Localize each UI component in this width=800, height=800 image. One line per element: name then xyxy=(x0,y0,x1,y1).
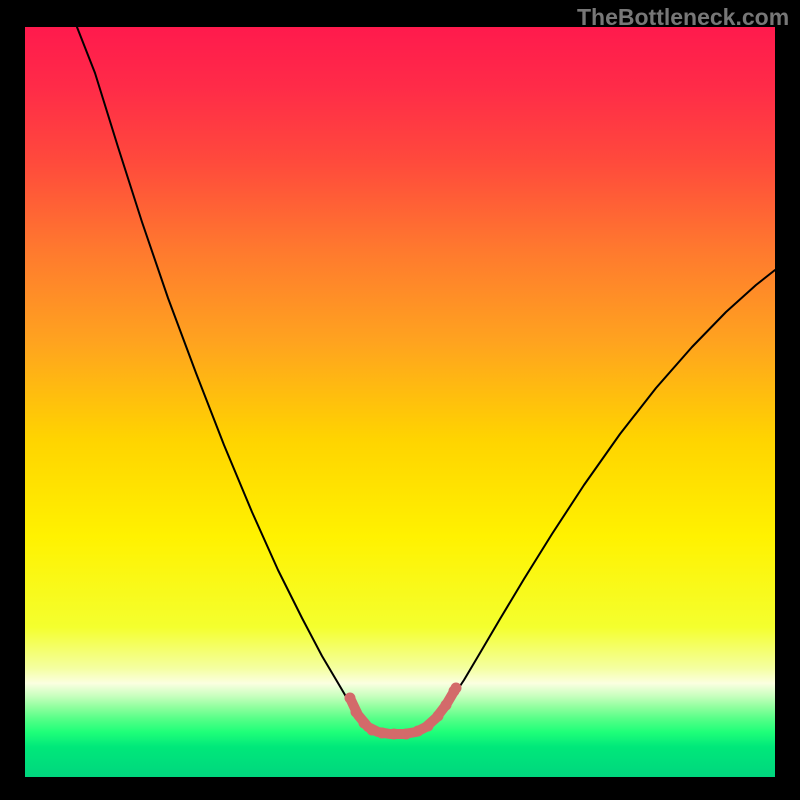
bottleneck-chart xyxy=(0,0,800,800)
highlight-dot xyxy=(401,729,412,740)
highlight-dot xyxy=(367,725,378,736)
highlight-dot xyxy=(377,728,388,739)
highlight-dot xyxy=(423,721,434,732)
highlight-dot xyxy=(351,707,362,718)
plot-background xyxy=(25,27,775,777)
highlight-dot xyxy=(389,729,400,740)
highlight-dot xyxy=(433,711,444,722)
attribution-label: TheBottleneck.com xyxy=(577,4,789,31)
highlight-dot xyxy=(441,700,452,711)
highlight-dot xyxy=(413,726,424,737)
highlight-dot xyxy=(345,693,356,704)
highlight-dot xyxy=(451,683,462,694)
